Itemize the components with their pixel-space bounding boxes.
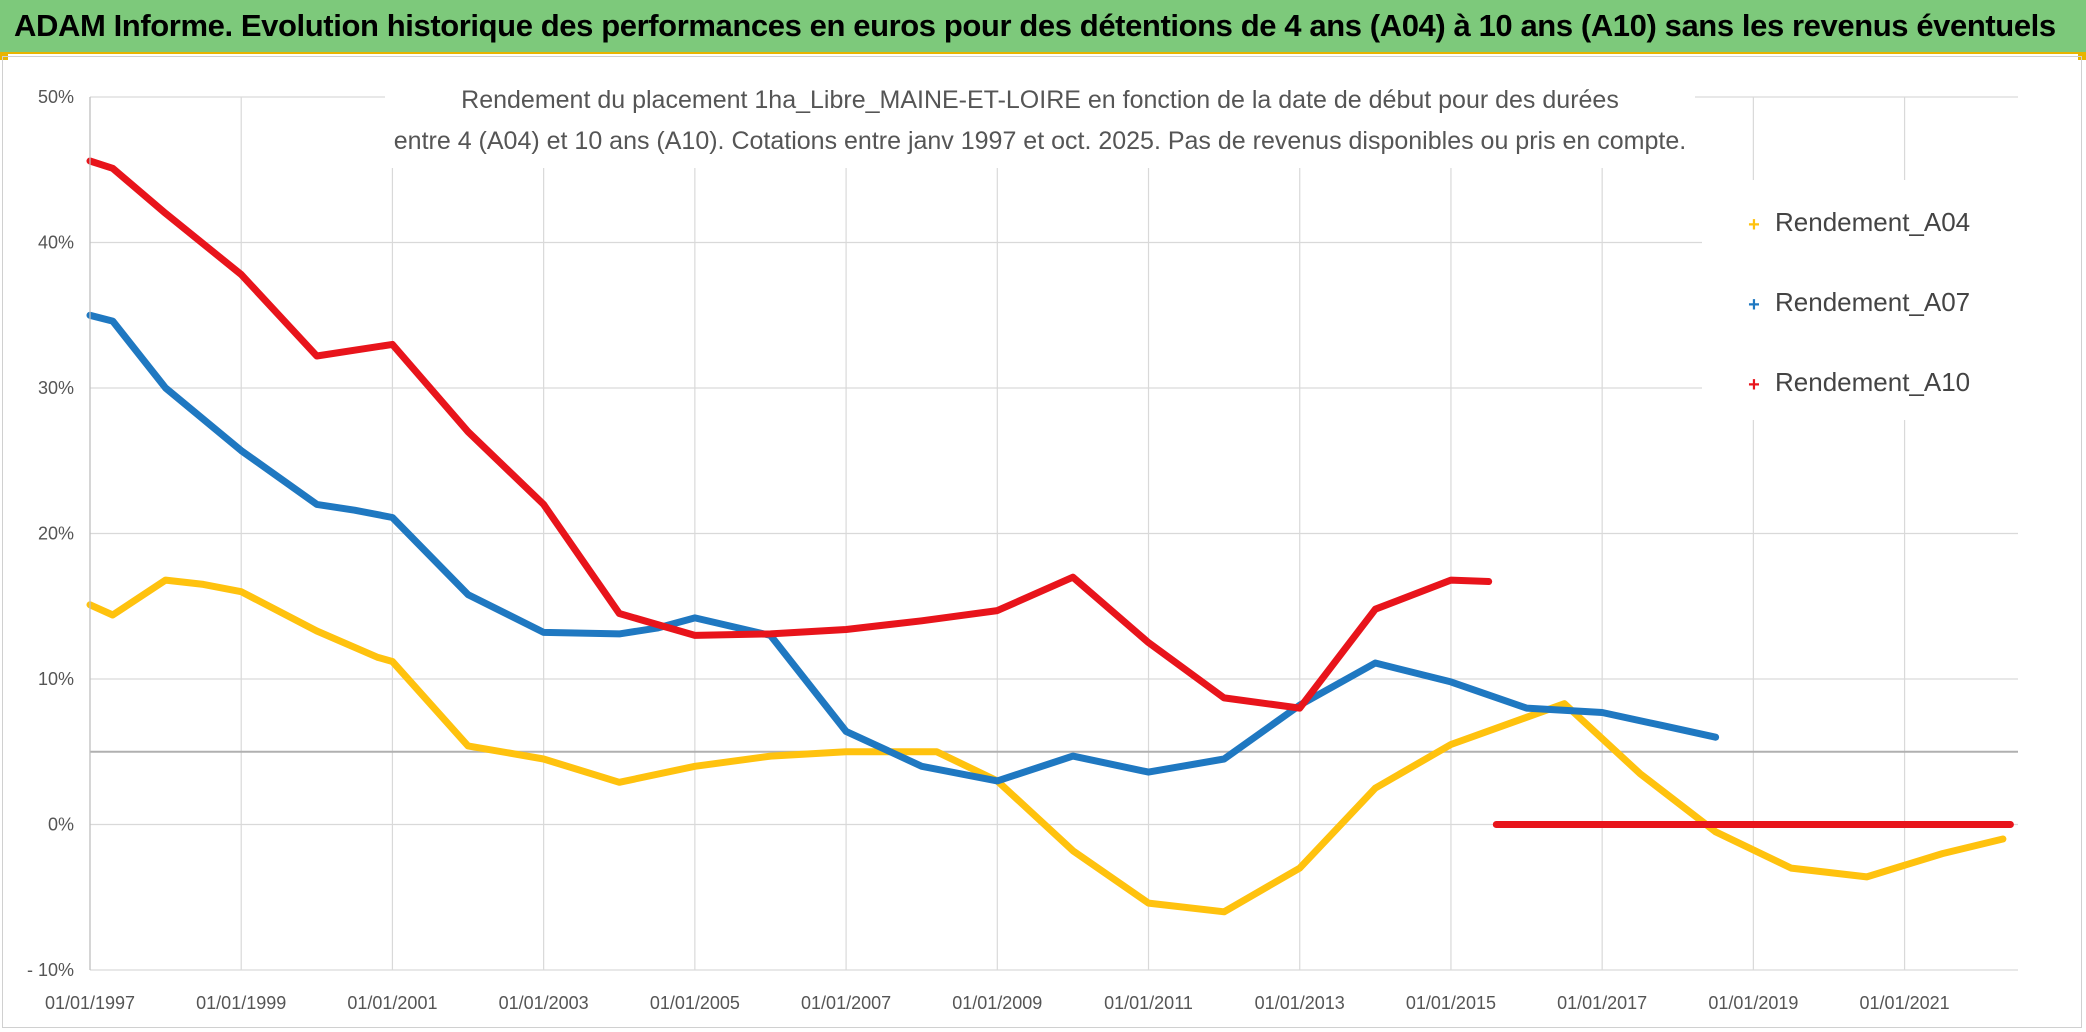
legend-label: Rendement_A04: [1775, 207, 1970, 237]
legend-marker-icon: +: [1748, 214, 1760, 236]
series-line-rendement-a10: [86, 157, 1493, 712]
series-line-rendement-a07: [86, 311, 1720, 785]
series-layer: [86, 157, 2014, 916]
legend-marker-icon: +: [1748, 374, 1760, 396]
legend-item-a10: + Rendement_A10: [1748, 367, 1970, 397]
x-tick-label: 01/01/2011: [1104, 993, 1193, 1013]
x-tick-label: 01/01/2013: [1255, 993, 1345, 1013]
y-tick-label: 10%: [38, 669, 74, 689]
x-tick-label: 01/01/2001: [347, 993, 437, 1013]
x-tick-label: 01/01/2009: [952, 993, 1042, 1013]
x-tick-label: 01/01/2019: [1708, 993, 1798, 1013]
corner-accent-right: [2078, 54, 2086, 60]
legend-background: [1702, 180, 2022, 420]
chart-title-line-1: Rendement du placement 1ha_Libre_MAINE-E…: [461, 86, 1619, 114]
x-tick-label: 01/01/1999: [196, 993, 286, 1013]
axis-layer: 50% 40% 30% 20% 10% 0% - 10% 01/01/1997 01/01/19…: [27, 87, 1950, 1013]
x-tick-label: 01/01/2015: [1406, 993, 1496, 1013]
legend-label: Rendement_A07: [1775, 287, 1970, 317]
legend-label: Rendement_A10: [1775, 367, 1970, 397]
y-tick-label: 30%: [38, 378, 74, 398]
chart-title-background: [385, 76, 1695, 168]
legend-marker-icon: +: [1748, 294, 1760, 316]
page-title: ADAM Informe. Evolution historique des p…: [14, 8, 2056, 43]
x-tick-label: 01/01/2007: [801, 993, 891, 1013]
y-tick-label: 0%: [48, 815, 74, 835]
x-tick-label: 01/01/2021: [1860, 993, 1950, 1013]
y-tick-label: 20%: [38, 524, 74, 544]
legend-item-a04: + Rendement_A04: [1748, 207, 1970, 237]
series-line-rendement-a04: [86, 576, 2007, 916]
chart-title-line-2: entre 4 (A04) et 10 ans (A10). Cotations…: [394, 127, 1686, 155]
chart-frame: [2, 56, 2082, 1028]
corner-accent-left: [0, 54, 8, 60]
y-tick-label: 50%: [38, 87, 74, 107]
header-banner: ADAM Informe. Evolution historique des p…: [0, 0, 2086, 54]
x-tick-label: 01/01/2003: [499, 993, 589, 1013]
y-tick-label: 40%: [38, 233, 74, 253]
legend-item-a07: + Rendement_A07: [1748, 287, 1970, 317]
x-tick-label: 01/01/2017: [1557, 993, 1647, 1013]
x-tick-label: 01/01/1997: [45, 993, 135, 1013]
x-tick-label: 01/01/2005: [650, 993, 740, 1013]
y-tick-label: - 10%: [27, 960, 74, 980]
chart-legend: + Rendement_A04 + Rendement_A07 + Rendem…: [1702, 180, 2022, 420]
